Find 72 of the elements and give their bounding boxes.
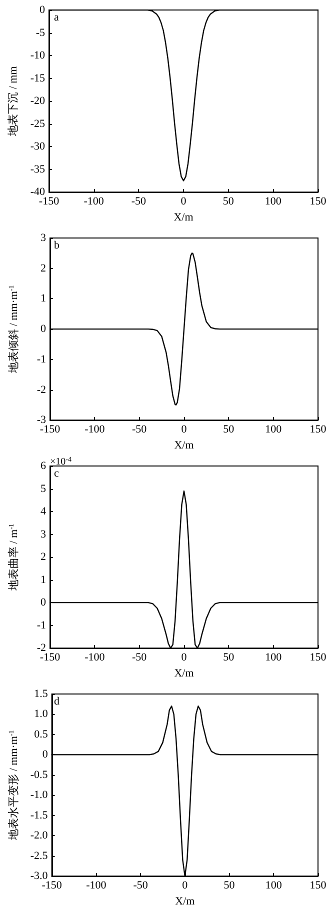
x-tick-label: -50 (132, 424, 148, 436)
x-tick-label: 150 (310, 880, 327, 892)
x-tick-label: -100 (84, 196, 104, 208)
y-tick-label: 1.5 (34, 688, 48, 700)
y-tick-label: 0.5 (34, 728, 48, 740)
x-tick-label: 150 (310, 424, 327, 436)
x-axis-title: X/m (174, 440, 194, 452)
y-tick-label: -1 (36, 353, 46, 366)
x-tick-label: 100 (264, 196, 282, 208)
x-tick-label: 100 (265, 424, 282, 436)
y-tick-label: -2.5 (30, 850, 48, 862)
x-tick-label: 0 (181, 652, 188, 664)
y-tick-label: -40 (30, 186, 46, 198)
y-tick-label: -0.5 (30, 768, 48, 781)
y-tick-label: -10 (30, 50, 46, 62)
x-tick-label: 100 (265, 880, 282, 892)
x-axis-title: X/m (175, 896, 196, 908)
y-tick-label: -5 (36, 26, 46, 39)
annotation: c (54, 468, 59, 480)
x-tick-label: -150 (38, 196, 60, 208)
y-tick-label: -20 (30, 95, 46, 108)
y-tick-label: 0 (40, 596, 46, 609)
x-tick-label: 50 (223, 424, 235, 436)
x-tick-label: -100 (86, 880, 107, 892)
annotation: a (54, 12, 59, 24)
x-tick-label: -100 (84, 424, 106, 436)
x-tick-label: -150 (40, 652, 61, 664)
y-tick-label: 0 (40, 323, 46, 336)
x-tick-label: 100 (265, 652, 282, 664)
x-tick-label: 50 (223, 652, 235, 664)
y-tick-label: -15 (30, 72, 46, 84)
y-tick-label: -3 (36, 414, 46, 426)
x-tick-label: -150 (40, 424, 61, 436)
x-tick-label: 150 (310, 196, 327, 208)
y-tick-label: 1 (40, 574, 46, 586)
x-tick-label: 0 (182, 880, 188, 892)
x-tick-label: -50 (132, 652, 148, 664)
y-tick-label: 1.0 (34, 708, 48, 720)
y-tick-label: -1 (36, 619, 46, 632)
x-tick-label: -150 (42, 880, 62, 892)
y-tick-label: 3 (40, 232, 46, 244)
y-tick-label: 3 (40, 528, 46, 540)
x-tick-label: 150 (310, 652, 327, 664)
y-tick-label: 2 (40, 262, 46, 274)
x-axis-title: X/m (174, 668, 194, 680)
x-tick-label: -50 (133, 880, 148, 892)
y-tick-label: -25 (30, 118, 46, 130)
x-tick-label: 50 (224, 880, 236, 892)
y-tick-label: -2 (36, 642, 46, 654)
x-tick-label: -50 (131, 196, 146, 208)
y-tick-label: -3.0 (30, 870, 48, 882)
x-tick-label: 50 (222, 196, 234, 208)
y-tick-label: 0 (42, 748, 48, 761)
x-axis-title: X/m (174, 212, 194, 224)
x-tick-label: -100 (84, 652, 106, 664)
y-axis-title: 地表下沉 / mm (6, 66, 20, 137)
y-tick-label: -30 (30, 140, 46, 153)
y-tick-label: -2.0 (30, 830, 48, 842)
x-tick-label: 0 (181, 424, 188, 436)
annotation: d (54, 696, 60, 708)
y-tick-label: 2 (40, 551, 46, 564)
y-tick-label: 6 (40, 460, 46, 472)
y-tick-label: 4 (40, 506, 46, 518)
y-tick-label: -1.5 (30, 809, 48, 822)
y-tick-label: -1.0 (30, 789, 48, 802)
y-tick-label: 0 (40, 4, 46, 16)
y-tick-label: -35 (30, 163, 46, 176)
annotation: b (54, 240, 60, 252)
y-tick-label: 5 (40, 482, 46, 495)
x-tick-label: 0 (180, 196, 187, 208)
y-tick-label: 1 (40, 292, 46, 305)
y-tick-label: -2 (36, 384, 46, 396)
